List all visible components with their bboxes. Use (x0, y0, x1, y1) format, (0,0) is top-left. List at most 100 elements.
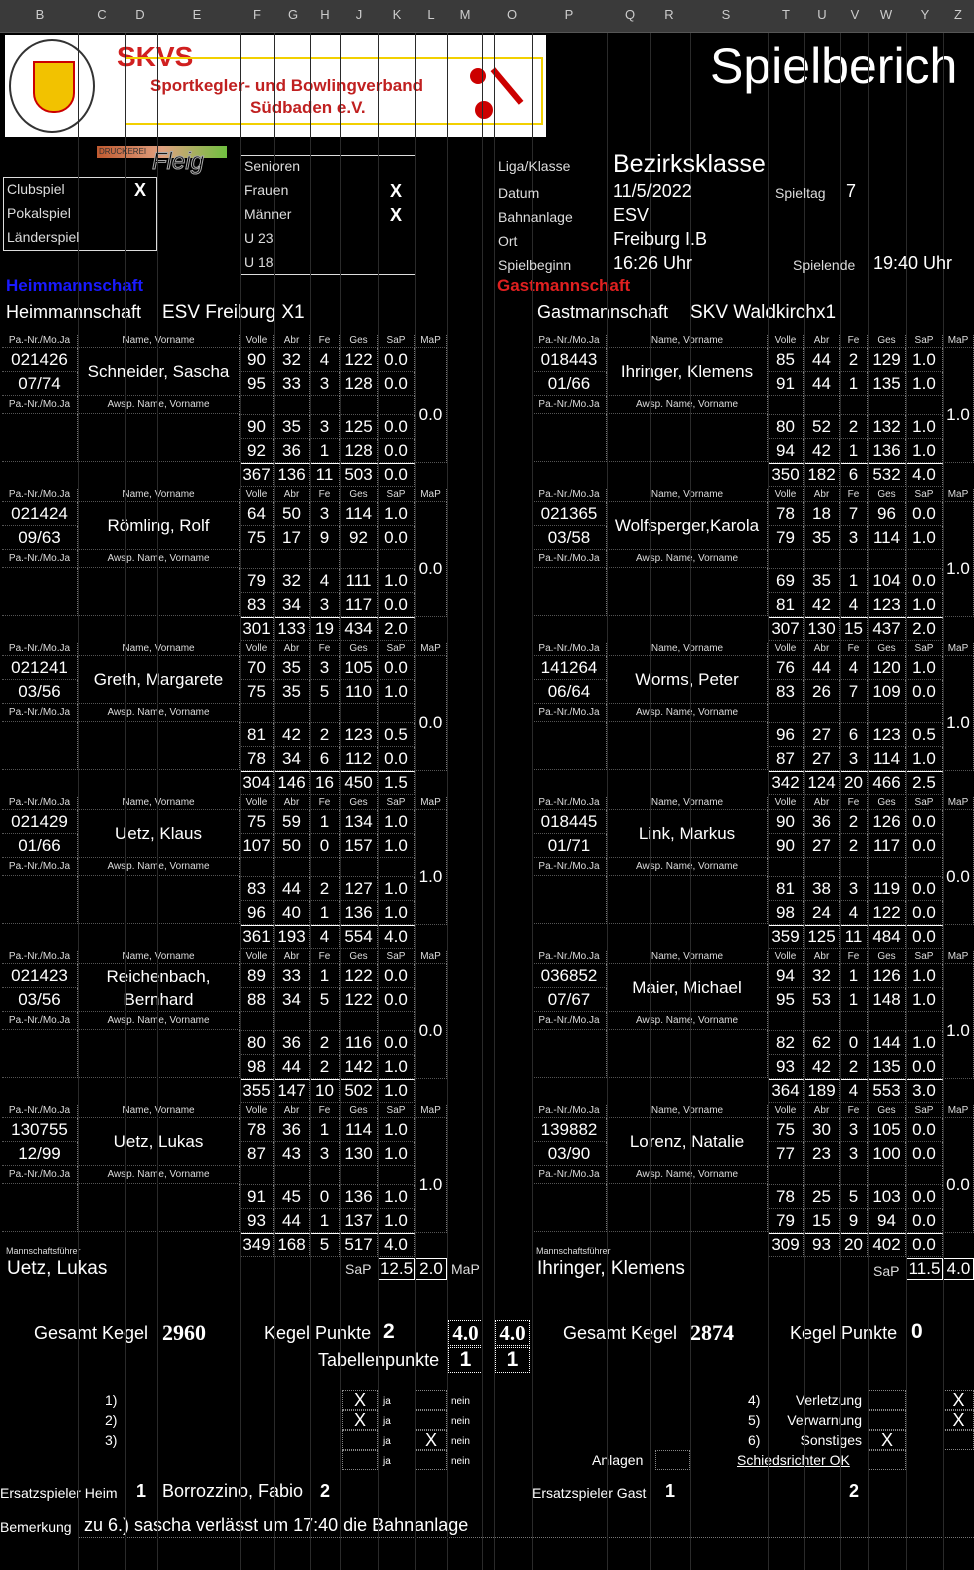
column-letter[interactable]: S (721, 7, 731, 22)
game-value: 128 (340, 439, 378, 463)
column-header: Name, Vorname (607, 1105, 768, 1118)
total-value: 503 (340, 463, 378, 487)
column-letter[interactable]: G (287, 7, 299, 22)
player-name: Schneider, Sascha (78, 348, 240, 396)
total-value: 93 (804, 1233, 840, 1257)
total-value: 502 (340, 1079, 378, 1103)
game-value: 1.0 (906, 1031, 943, 1055)
game-value: 0.0 (906, 1185, 943, 1209)
column-letter[interactable]: K (392, 7, 402, 22)
option-a-checkbox[interactable]: X (868, 1430, 906, 1450)
empty-cell (274, 858, 310, 877)
sub-pass-number (532, 568, 607, 616)
nein-checkbox[interactable] (415, 1410, 447, 1430)
spieltag-value: 7 (846, 181, 857, 201)
game-value: 35 (274, 415, 310, 439)
total-value: 553 (868, 1079, 906, 1103)
anlagen-checkbox[interactable] (655, 1450, 690, 1470)
game-value: 1.0 (906, 348, 943, 372)
option-a-checkbox[interactable] (868, 1390, 906, 1410)
column-letter[interactable]: Z (954, 7, 962, 22)
match-type-mark[interactable]: X (134, 180, 147, 200)
question-number: 6) (748, 1432, 761, 1448)
info-label: Bahnanlage (498, 209, 573, 225)
column-letter[interactable]: W (879, 7, 893, 22)
column-letter[interactable]: D (135, 7, 145, 22)
empty-cell (768, 1166, 804, 1185)
total-value: 3.0 (906, 1079, 943, 1103)
option-a-checkbox[interactable] (868, 1410, 906, 1430)
ja-checkbox[interactable]: X (342, 1390, 378, 1410)
grid-line (274, 33, 275, 1570)
column-letter[interactable]: E (192, 7, 202, 22)
empty-cell (240, 550, 274, 569)
category-mark[interactable]: X (390, 181, 403, 201)
option-b-checkbox[interactable]: X (943, 1390, 974, 1410)
game-value: 0.0 (378, 415, 415, 439)
game-value: 2 (310, 877, 340, 901)
column-letter[interactable]: U (817, 7, 827, 22)
ja-checkbox[interactable] (342, 1450, 378, 1470)
game-value: 117 (340, 593, 378, 617)
spielende-value: 19:40 Uhr (873, 253, 953, 273)
ja-checkbox[interactable]: X (342, 1410, 378, 1430)
column-letter[interactable]: C (97, 7, 107, 22)
game-value: 78 (240, 747, 274, 771)
nein-checkbox[interactable]: X (415, 1430, 447, 1450)
game-value: 1 (310, 901, 340, 925)
column-header: Awsp. Name, Vorname (78, 858, 240, 876)
map-value: 0.0 (415, 348, 447, 463)
column-letter[interactable]: F (253, 7, 261, 22)
column-header: SaP (906, 489, 943, 502)
empty-cell (868, 1012, 906, 1031)
nein-checkbox[interactable] (415, 1390, 447, 1410)
column-letter[interactable]: L (427, 7, 435, 22)
nein-checkbox[interactable] (415, 1450, 447, 1470)
game-value: 23 (804, 1142, 840, 1166)
player-name: Link, Markus (607, 810, 768, 858)
column-letter[interactable]: R (664, 7, 674, 22)
option-b-checkbox[interactable]: X (943, 1410, 974, 1430)
game-value: 50 (274, 502, 310, 526)
column-letter[interactable]: M (459, 7, 471, 22)
column-letter[interactable]: Y (920, 7, 930, 22)
home-gesamt-label: Gesamt Kegel (34, 1323, 149, 1343)
game-value: 2 (310, 1055, 340, 1079)
category-mark[interactable]: X (390, 205, 403, 225)
ja-checkbox[interactable] (342, 1430, 378, 1450)
game-value: 34 (274, 988, 310, 1012)
column-header: Pa.-Nr./Mo.Ja (2, 1166, 78, 1184)
sub-player-name (78, 1030, 240, 1078)
column-header: Ges (340, 797, 378, 810)
option-b-checkbox[interactable] (943, 1430, 974, 1450)
schiri-checkbox[interactable] (868, 1450, 906, 1470)
column-letter[interactable]: Q (624, 7, 636, 22)
empty-cell (378, 550, 415, 569)
column-letter[interactable]: V (850, 7, 860, 22)
empty-cell (274, 1012, 310, 1031)
empty-cell (240, 1012, 274, 1031)
column-letter[interactable]: O (506, 7, 518, 22)
game-value: 36 (274, 1031, 310, 1055)
column-letter[interactable]: P (564, 7, 574, 22)
empty-cell (310, 550, 340, 569)
captain-label: Mannschaftsführer (536, 1246, 611, 1256)
pass-number: 018443 (532, 348, 607, 372)
sub-player-name (78, 722, 240, 770)
column-letter[interactable]: B (35, 7, 45, 22)
game-value: 1 (310, 964, 340, 988)
game-value: 105 (868, 1118, 906, 1142)
sub-pass-number (532, 722, 607, 770)
guest-team-name: SKV Waldkirchx1 (690, 302, 837, 323)
column-letter[interactable]: J (355, 7, 363, 22)
game-value: 0.0 (906, 1142, 943, 1166)
column-letter[interactable]: T (782, 7, 790, 22)
game-value: 0.0 (906, 1055, 943, 1079)
column-header: Abr (804, 797, 840, 810)
game-value: 123 (868, 593, 906, 617)
guest-tp: 1 (495, 1347, 530, 1373)
column-letter[interactable]: H (320, 7, 330, 22)
total-value: 182 (804, 463, 840, 487)
empty-cell (340, 396, 378, 415)
